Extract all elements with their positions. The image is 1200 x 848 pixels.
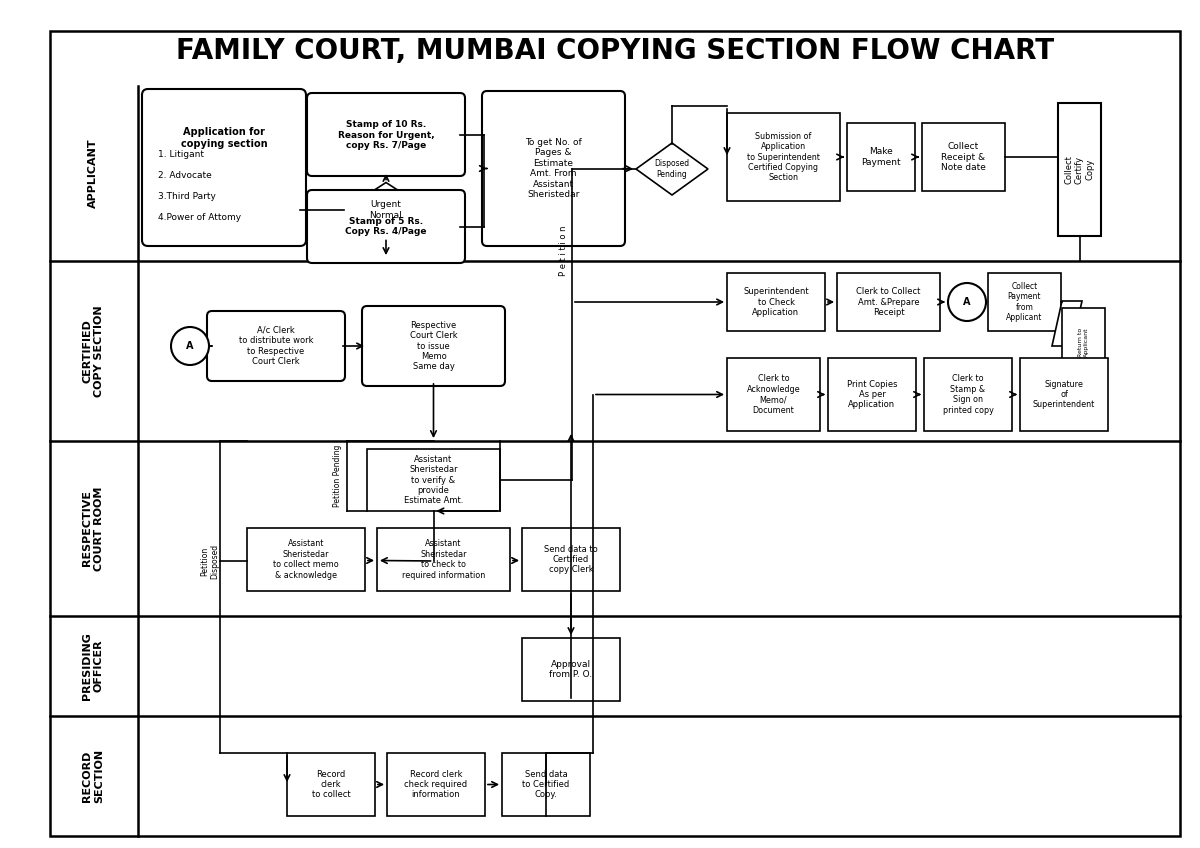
Polygon shape — [636, 143, 708, 195]
FancyBboxPatch shape — [836, 273, 940, 331]
FancyBboxPatch shape — [367, 449, 500, 511]
Circle shape — [172, 327, 209, 365]
FancyBboxPatch shape — [522, 638, 620, 701]
Text: Assistant
Sheristedar
to check to
required information: Assistant Sheristedar to check to requir… — [402, 539, 485, 579]
Text: Signature
of
Superintendent: Signature of Superintendent — [1033, 380, 1096, 410]
FancyBboxPatch shape — [924, 358, 1012, 431]
Text: Submission of
Application
to Superintendent
Certified Copying
Section: Submission of Application to Superintend… — [748, 131, 820, 182]
FancyBboxPatch shape — [727, 113, 840, 201]
FancyBboxPatch shape — [307, 190, 466, 263]
FancyBboxPatch shape — [1020, 358, 1108, 431]
FancyBboxPatch shape — [502, 753, 590, 816]
Text: RECORD
SECTION: RECORD SECTION — [82, 749, 104, 803]
Text: Clerk to
Acknowledge
Memo/
Document: Clerk to Acknowledge Memo/ Document — [746, 375, 800, 415]
Text: Print Copies
As per
Application: Print Copies As per Application — [847, 380, 898, 410]
Text: Petition Pending: Petition Pending — [332, 445, 342, 507]
Text: Respective
Court Clerk
to issue
Memo
Same day: Respective Court Clerk to issue Memo Sam… — [409, 321, 457, 371]
Circle shape — [948, 283, 986, 321]
FancyBboxPatch shape — [522, 528, 620, 591]
FancyBboxPatch shape — [142, 89, 306, 246]
FancyBboxPatch shape — [208, 311, 346, 381]
Text: Stamp of 5 Rs.
Copy Rs. 4/Page: Stamp of 5 Rs. Copy Rs. 4/Page — [346, 217, 427, 237]
Bar — [1062, 308, 1105, 376]
FancyBboxPatch shape — [386, 753, 485, 816]
Text: Collect
Payment
from
Applicant: Collect Payment from Applicant — [1007, 282, 1043, 322]
Text: CERTIFIED
COPY SECTION: CERTIFIED COPY SECTION — [82, 305, 104, 397]
FancyBboxPatch shape — [377, 528, 510, 591]
Text: Collect
Receipt &
Note date: Collect Receipt & Note date — [941, 142, 986, 172]
Text: Assistant
Sheristedar
to verify &
provide
Estimate Amt.: Assistant Sheristedar to verify & provid… — [404, 455, 463, 505]
Text: Approval
from P. O.: Approval from P. O. — [550, 660, 593, 679]
Text: RESPECTIVE
COURT ROOM: RESPECTIVE COURT ROOM — [82, 486, 104, 571]
Text: Urgent
Normal: Urgent Normal — [370, 200, 402, 220]
Text: Send data to
Certified
copy Clerk: Send data to Certified copy Clerk — [544, 544, 598, 574]
FancyBboxPatch shape — [727, 358, 820, 431]
FancyBboxPatch shape — [988, 273, 1061, 331]
Text: Stamp of 10 Rs.
Reason for Urgent,
copy Rs. 7/Page: Stamp of 10 Rs. Reason for Urgent, copy … — [337, 120, 434, 150]
Polygon shape — [343, 182, 428, 237]
Text: Record
clerk
to collect: Record clerk to collect — [312, 770, 350, 800]
Text: P e t i t i o n: P e t i t i o n — [559, 226, 569, 276]
FancyBboxPatch shape — [307, 93, 466, 176]
Text: A: A — [186, 341, 193, 351]
FancyBboxPatch shape — [922, 123, 1006, 191]
Text: Send data
to Certified
Copy.: Send data to Certified Copy. — [522, 770, 570, 800]
Text: Disposed
Pending: Disposed Pending — [654, 159, 690, 179]
FancyBboxPatch shape — [847, 123, 916, 191]
Text: To get No. of
Pages &
Estimate
Amt. From
Assistant
Sheristedar: To get No. of Pages & Estimate Amt. From… — [526, 138, 582, 199]
Text: Make
Payment: Make Payment — [862, 148, 901, 167]
Text: Clerk to
Stamp &
Sign on
printed copy: Clerk to Stamp & Sign on printed copy — [942, 375, 994, 415]
FancyBboxPatch shape — [362, 306, 505, 386]
FancyBboxPatch shape — [287, 753, 374, 816]
FancyBboxPatch shape — [828, 358, 916, 431]
Text: Clerk to Collect
Amt. &Prepare
Receipt: Clerk to Collect Amt. &Prepare Receipt — [857, 287, 920, 317]
Text: PRESIDING
OFFICER: PRESIDING OFFICER — [82, 632, 104, 700]
Text: Petition
Disposed: Petition Disposed — [200, 544, 220, 578]
Text: A: A — [964, 297, 971, 307]
Polygon shape — [1052, 301, 1082, 346]
Text: Superintendent
to Check
Application: Superintendent to Check Application — [743, 287, 809, 317]
Text: Collect
Certify
Copy: Collect Certify Copy — [1064, 155, 1094, 184]
Text: FAMILY COURT, MUMBAI COPYING SECTION FLOW CHART: FAMILY COURT, MUMBAI COPYING SECTION FLO… — [176, 37, 1054, 65]
Text: 1. Litigant

2. Advocate

3.Third Party

4.Power of Attomy: 1. Litigant 2. Advocate 3.Third Party 4.… — [158, 150, 241, 221]
Text: Return to
Applicant: Return to Applicant — [1078, 327, 1088, 357]
Text: APPLICANT: APPLICANT — [88, 139, 98, 209]
FancyBboxPatch shape — [247, 528, 365, 591]
Text: Application for
copying section: Application for copying section — [181, 127, 268, 148]
FancyBboxPatch shape — [482, 91, 625, 246]
Bar — [1058, 103, 1102, 236]
FancyBboxPatch shape — [727, 273, 826, 331]
Text: Assistant
Sheristedar
to collect memo
& acknowledge: Assistant Sheristedar to collect memo & … — [274, 539, 338, 579]
Text: A/c Clerk
to distribute work
to Respective
Court Clerk: A/c Clerk to distribute work to Respecti… — [239, 326, 313, 366]
Text: Record clerk
check required
information: Record clerk check required information — [404, 770, 468, 800]
